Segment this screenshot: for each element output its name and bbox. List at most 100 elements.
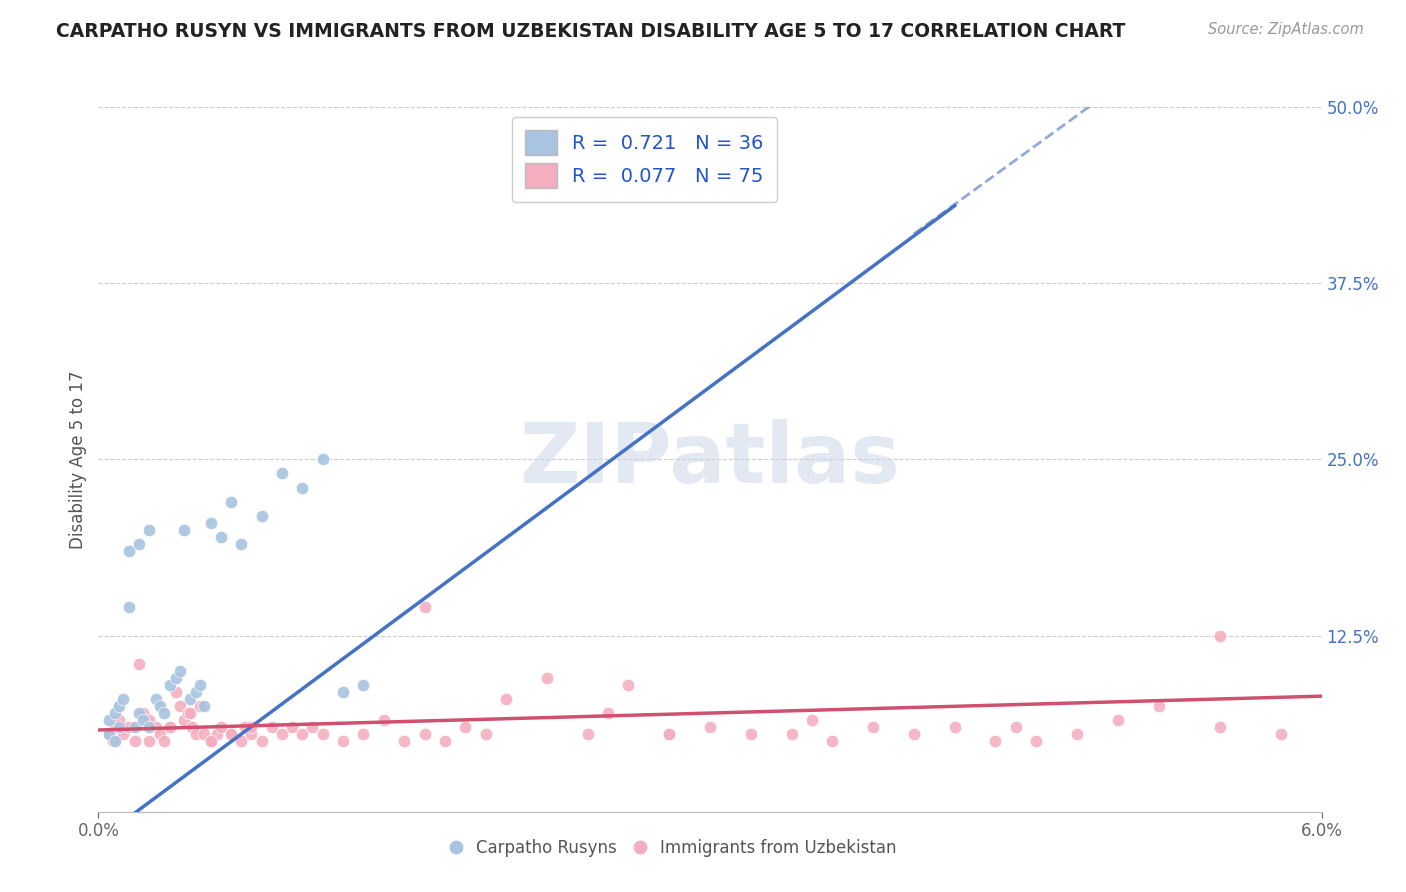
Point bbox=[536, 671, 558, 685]
Point bbox=[658, 727, 681, 741]
Point bbox=[169, 699, 191, 714]
Point bbox=[173, 523, 195, 537]
Point bbox=[111, 727, 134, 741]
Point bbox=[193, 727, 215, 741]
Point bbox=[177, 706, 200, 720]
Point bbox=[145, 720, 167, 734]
Point bbox=[229, 734, 253, 748]
Point bbox=[1208, 628, 1230, 642]
Point bbox=[495, 692, 517, 706]
Legend: Carpatho Rusyns, Immigrants from Uzbekistan: Carpatho Rusyns, Immigrants from Uzbekis… bbox=[443, 832, 904, 863]
Point bbox=[186, 685, 208, 699]
Point bbox=[270, 467, 292, 481]
Point bbox=[301, 720, 323, 734]
Point bbox=[229, 537, 253, 551]
Point bbox=[250, 734, 273, 748]
Point bbox=[188, 699, 211, 714]
Point bbox=[104, 706, 127, 720]
Point bbox=[233, 720, 256, 734]
Point bbox=[281, 720, 304, 734]
Point bbox=[1208, 720, 1230, 734]
Point bbox=[132, 706, 155, 720]
Point bbox=[209, 530, 232, 544]
Point bbox=[104, 720, 127, 734]
Point bbox=[159, 720, 181, 734]
Point bbox=[352, 678, 374, 692]
Point bbox=[454, 720, 477, 734]
Point bbox=[984, 734, 1007, 748]
Point bbox=[291, 727, 314, 741]
Point bbox=[97, 713, 120, 727]
Point bbox=[108, 713, 131, 727]
Point bbox=[165, 671, 187, 685]
Point bbox=[311, 452, 335, 467]
Point bbox=[118, 600, 141, 615]
Point bbox=[617, 678, 640, 692]
Point bbox=[1066, 727, 1088, 741]
Point bbox=[291, 481, 314, 495]
Point bbox=[270, 727, 292, 741]
Point bbox=[159, 678, 181, 692]
Point bbox=[159, 720, 181, 734]
Point bbox=[111, 692, 134, 706]
Point bbox=[101, 734, 124, 748]
Point bbox=[97, 727, 120, 741]
Point bbox=[862, 720, 884, 734]
Y-axis label: Disability Age 5 to 17: Disability Age 5 to 17 bbox=[69, 370, 87, 549]
Point bbox=[169, 664, 191, 678]
Point bbox=[149, 699, 172, 714]
Point bbox=[118, 544, 141, 558]
Point bbox=[1270, 727, 1292, 741]
Point bbox=[219, 727, 242, 741]
Point bbox=[128, 706, 150, 720]
Point bbox=[903, 727, 925, 741]
Point bbox=[138, 720, 160, 734]
Point bbox=[165, 685, 187, 699]
Point bbox=[209, 720, 232, 734]
Point bbox=[250, 508, 273, 523]
Point bbox=[124, 720, 146, 734]
Point bbox=[1147, 699, 1170, 714]
Point bbox=[392, 734, 416, 748]
Point bbox=[332, 734, 354, 748]
Point bbox=[205, 727, 228, 741]
Point bbox=[179, 692, 201, 706]
Point bbox=[108, 699, 131, 714]
Point bbox=[193, 699, 215, 714]
Text: Source: ZipAtlas.com: Source: ZipAtlas.com bbox=[1208, 22, 1364, 37]
Point bbox=[108, 720, 131, 734]
Point bbox=[943, 720, 966, 734]
Point bbox=[1004, 720, 1026, 734]
Point bbox=[240, 720, 263, 734]
Point bbox=[780, 727, 803, 741]
Point bbox=[352, 727, 374, 741]
Point bbox=[124, 734, 146, 748]
Point bbox=[219, 727, 242, 741]
Point bbox=[188, 678, 211, 692]
Point bbox=[596, 706, 619, 720]
Point bbox=[97, 727, 120, 741]
Point bbox=[104, 734, 127, 748]
Point bbox=[1025, 734, 1047, 748]
Point bbox=[179, 706, 201, 720]
Point bbox=[311, 727, 335, 741]
Point bbox=[801, 713, 824, 727]
Point bbox=[240, 727, 263, 741]
Point bbox=[413, 600, 436, 615]
Point bbox=[658, 727, 681, 741]
Point bbox=[152, 706, 174, 720]
Point bbox=[699, 720, 721, 734]
Point bbox=[413, 727, 436, 741]
Point bbox=[152, 734, 174, 748]
Point bbox=[138, 523, 160, 537]
Point bbox=[260, 720, 283, 734]
Point bbox=[186, 727, 208, 741]
Point bbox=[332, 685, 354, 699]
Point bbox=[474, 727, 498, 741]
Text: CARPATHO RUSYN VS IMMIGRANTS FROM UZBEKISTAN DISABILITY AGE 5 TO 17 CORRELATION : CARPATHO RUSYN VS IMMIGRANTS FROM UZBEKI… bbox=[56, 22, 1126, 41]
Point bbox=[138, 734, 160, 748]
Point bbox=[1107, 713, 1129, 727]
Point bbox=[173, 713, 195, 727]
Point bbox=[145, 692, 167, 706]
Point bbox=[576, 727, 599, 741]
